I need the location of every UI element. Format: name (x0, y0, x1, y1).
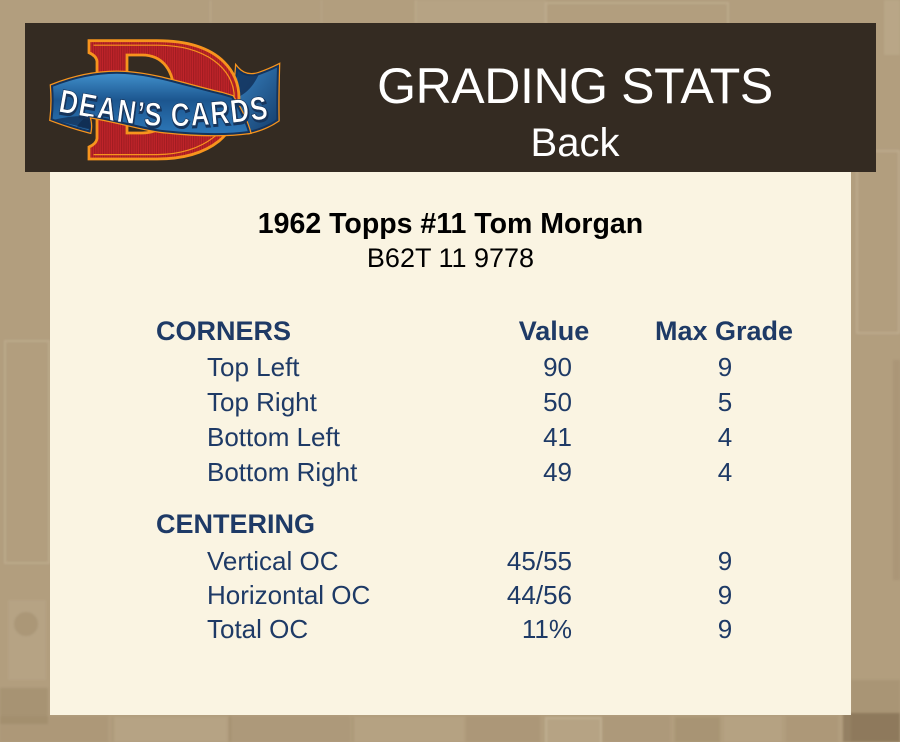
svg-text:S: S (143, 96, 163, 134)
svg-text:D: D (228, 92, 251, 131)
svg-text:S: S (248, 90, 270, 129)
svg-text:N: N (115, 93, 138, 132)
svg-text:S: S (249, 91, 271, 130)
svg-text:E: E (76, 87, 99, 126)
svg-text:C: C (171, 99, 190, 136)
svg-text:R: R (210, 96, 232, 134)
svg-text:A: A (190, 96, 211, 134)
svg-text:’: ’ (135, 95, 146, 132)
svg-text:R: R (209, 94, 231, 132)
svg-text:S: S (144, 98, 164, 136)
svg-text:A: A (191, 98, 212, 136)
svg-text:C: C (171, 97, 190, 134)
svg-text:D: D (229, 94, 252, 133)
